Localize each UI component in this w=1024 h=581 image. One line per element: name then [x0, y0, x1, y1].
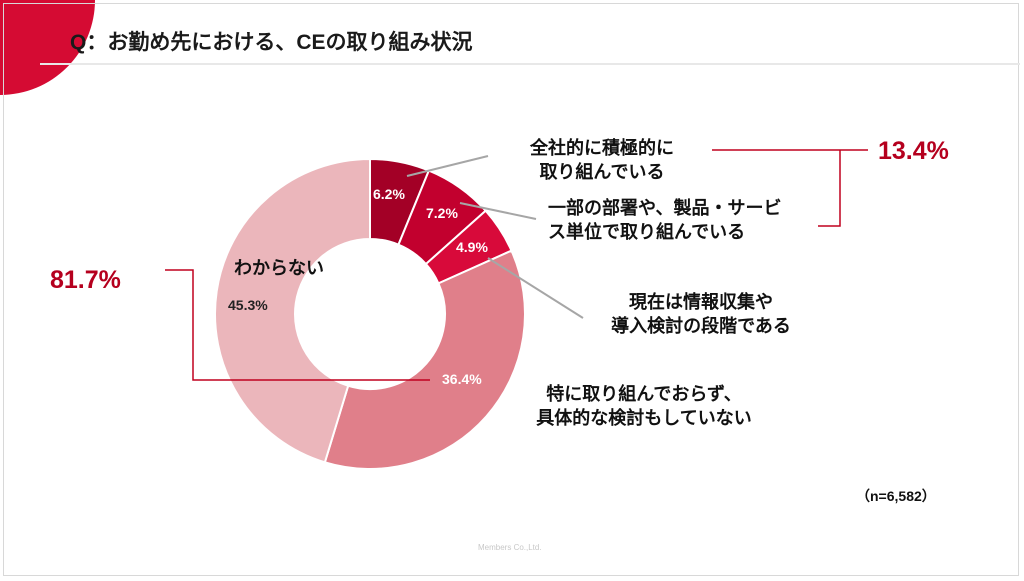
data-label: 6.2% [373, 186, 405, 202]
title-underline [40, 63, 1020, 65]
donut-slice [323, 249, 526, 470]
group-total: 13.4% [878, 137, 949, 165]
category-label: 全社的に積極的に 取り組んでいる [530, 138, 674, 182]
group-total: 81.7% [50, 266, 121, 294]
category-label: 現在は情報収集や 導入検討の段階である [611, 292, 791, 336]
slide-frame [3, 3, 1019, 576]
data-label: 36.4% [442, 371, 482, 387]
leader-line [406, 155, 489, 177]
group-bracket-line [818, 150, 841, 227]
category-label: 一部の部署や、製品・サービ ス単位で取り組んでいる [548, 198, 782, 242]
sample-size: （n=6,582） [856, 488, 936, 504]
group-bracket-line [165, 269, 430, 381]
donut-slice [214, 157, 371, 464]
leader-line [459, 202, 537, 220]
data-label: 7.2% [426, 205, 458, 221]
category-label: わからない [234, 258, 324, 278]
page-title: Q：お勤め先における、CEの取り組み状況 [70, 31, 473, 54]
data-label: 45.3% [228, 297, 268, 313]
data-label: 4.9% [456, 239, 488, 255]
footer-credit: Members Co.,Ltd. [478, 543, 542, 552]
leader-line [487, 257, 584, 319]
category-label: 特に取り組んでおらず、 具体的な検討もしていない [536, 384, 752, 428]
